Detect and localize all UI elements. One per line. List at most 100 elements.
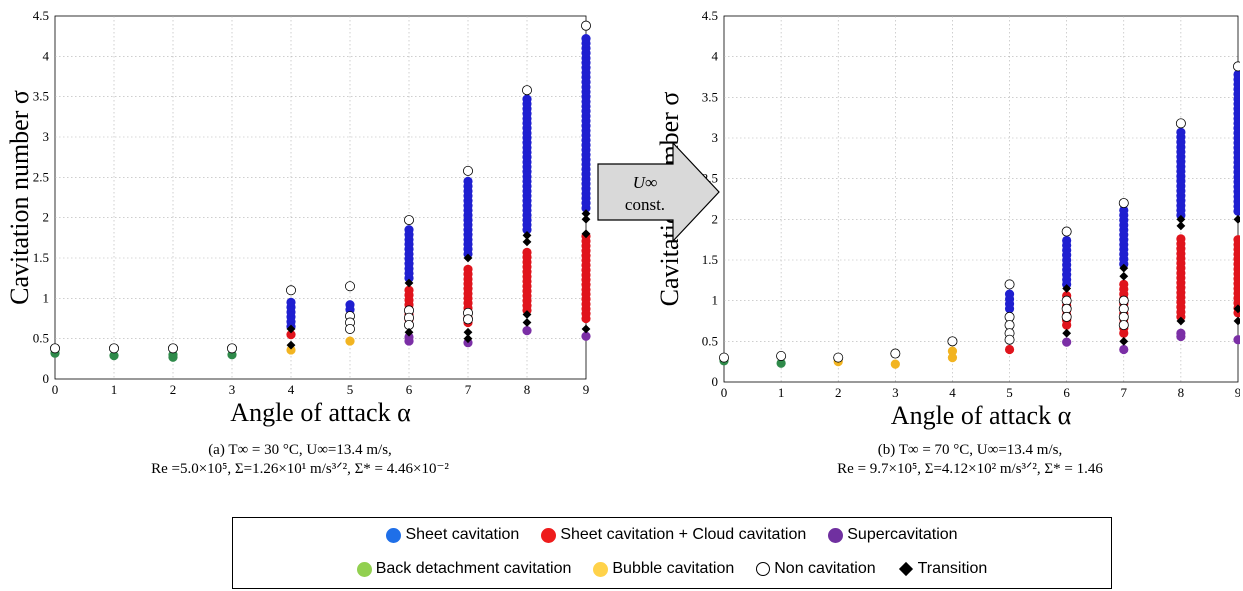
legend-super-label: Supercavitation bbox=[847, 526, 958, 543]
x-tick-label: 6 bbox=[1063, 385, 1070, 400]
caption-b: (b) T∞ = 70 °C, U∞=13.4 m/s, Re = 9.7×10… bbox=[730, 441, 1210, 479]
plot-area bbox=[54, 15, 587, 380]
legend-transition-icon bbox=[898, 561, 913, 577]
sheet-cloud-point bbox=[404, 285, 414, 295]
sheet-cloud-point bbox=[1004, 344, 1015, 355]
sheet-cloud-point bbox=[463, 264, 473, 274]
bubble-point bbox=[947, 353, 958, 363]
legend-back-icon bbox=[356, 561, 372, 577]
transition-point bbox=[286, 340, 296, 350]
non-cavitation-point bbox=[462, 314, 473, 325]
supercavitation-point bbox=[404, 336, 414, 346]
x-axis-label: Angle of attack α bbox=[230, 398, 411, 427]
legend-item-super: Supercavitation bbox=[828, 526, 958, 544]
legend-item-back: Back detachment cavitation bbox=[356, 560, 572, 578]
y-tick-label: 1.5 bbox=[702, 252, 718, 267]
transition-point bbox=[1119, 263, 1129, 273]
supercavitation-point bbox=[1062, 337, 1072, 347]
non-cavitation-point bbox=[1175, 118, 1186, 129]
x-tick-label: 9 bbox=[583, 382, 590, 397]
legend-item-sheet: Sheet cavitation bbox=[386, 526, 519, 544]
y-tick-label: 0 bbox=[43, 371, 50, 386]
transition-point bbox=[1233, 214, 1240, 224]
y-tick-label: 2 bbox=[43, 210, 50, 225]
sheet-cloud-point bbox=[286, 330, 296, 340]
transition-point bbox=[581, 229, 591, 239]
transition-point bbox=[1233, 316, 1240, 326]
bubble-point bbox=[345, 336, 355, 346]
transition-point bbox=[522, 231, 532, 240]
non-cavitation-point bbox=[1118, 198, 1129, 209]
sheet-point bbox=[463, 176, 473, 186]
non-cavitation-point bbox=[719, 352, 730, 363]
x-tick-label: 7 bbox=[465, 382, 472, 397]
transition-point bbox=[581, 324, 591, 334]
y-tick-label: 0.5 bbox=[33, 331, 49, 346]
non-cavitation-point bbox=[776, 350, 787, 361]
x-tick-label: 7 bbox=[1121, 385, 1128, 400]
sheet-point bbox=[1062, 235, 1072, 246]
chart-a: 0 1 2 3 4 5 6 7 8 9 0 0.5 1 1.5 2 2.5 3 3.5 4 4.5 Angle of a… bbox=[5, 8, 592, 427]
x-tick-label: 6 bbox=[406, 382, 413, 397]
y-tick-label: 2 bbox=[712, 211, 719, 226]
x-axis-label: Angle of attack α bbox=[891, 401, 1072, 430]
x-tick-label: 8 bbox=[524, 382, 531, 397]
supercavitation-point bbox=[581, 331, 591, 341]
legend-row-2: Back detachment cavitation Bubble cavita… bbox=[233, 560, 1111, 578]
transition-point bbox=[1176, 214, 1186, 224]
transition-point bbox=[463, 334, 473, 344]
y-tick-label: 1 bbox=[712, 293, 719, 308]
legend: Sheet cavitation Sheet cavitation + Clou… bbox=[232, 517, 1112, 589]
sheet-point bbox=[404, 225, 414, 235]
transition-point bbox=[581, 209, 591, 219]
sheet-point bbox=[286, 297, 296, 307]
sheet-point bbox=[522, 94, 532, 104]
legend-non-icon bbox=[756, 562, 771, 576]
transition-point bbox=[404, 278, 414, 288]
sheet-point bbox=[1004, 289, 1015, 299]
legend-row-1: Sheet cavitation Sheet cavitation + Clou… bbox=[233, 526, 1111, 544]
transition-point bbox=[463, 327, 473, 337]
supercavitation-point bbox=[1176, 331, 1186, 342]
sheet-cloud-point bbox=[1176, 234, 1186, 244]
non-cavitation-point bbox=[1118, 320, 1129, 331]
non-cavitation-point bbox=[50, 343, 61, 354]
x-tick-label: 1 bbox=[778, 385, 785, 400]
sheet-point bbox=[1176, 127, 1186, 137]
back-detachment-point bbox=[109, 351, 119, 361]
y-tick-label: 3 bbox=[43, 129, 50, 144]
non-cavitation-point bbox=[167, 343, 178, 354]
bubble-point bbox=[890, 359, 900, 369]
caption-a-line2: Re =5.0×10⁵, Σ=1.26×10¹ m/s³ᐟ², Σ* = 4.4… bbox=[151, 461, 449, 477]
legend-item-bubble: Bubble cavitation bbox=[593, 560, 734, 578]
x-tick-label: 5 bbox=[1006, 385, 1013, 400]
sheet-cloud-point bbox=[1233, 235, 1240, 245]
back-detachment-point bbox=[168, 352, 178, 362]
x-tick-label: 4 bbox=[949, 385, 956, 400]
non-cavitation-point bbox=[109, 343, 120, 354]
legend-non-label: Non cavitation bbox=[774, 560, 876, 577]
legend-bubble-label: Bubble cavitation bbox=[612, 560, 735, 577]
sheet-point bbox=[1119, 205, 1129, 215]
legend-item-sheet-cloud: Sheet cavitation + Cloud cavitation bbox=[541, 526, 806, 544]
legend-back-label: Back detachment cavitation bbox=[375, 560, 572, 577]
y-tick-label: 4 bbox=[712, 49, 719, 64]
bubble-point bbox=[947, 346, 958, 356]
sheet-point bbox=[345, 300, 355, 310]
non-cavitation-point bbox=[581, 20, 592, 31]
non-cavitation-point bbox=[1004, 334, 1015, 345]
non-cavitation-point bbox=[226, 343, 237, 354]
legend-bubble-icon bbox=[593, 561, 609, 577]
supercavitation-point bbox=[1119, 344, 1129, 355]
arrow-label-line2: const. bbox=[625, 195, 665, 214]
y-tick-label: 1 bbox=[43, 290, 50, 305]
transition-point bbox=[1233, 304, 1240, 314]
non-cavitation-point bbox=[1233, 61, 1240, 72]
non-cavitation-point bbox=[344, 323, 355, 334]
transition-point bbox=[286, 324, 296, 334]
non-cavitation-point bbox=[462, 165, 473, 176]
legend-sheet-cloud-label: Sheet cavitation + Cloud cavitation bbox=[560, 526, 807, 543]
supercavitation-point bbox=[1233, 335, 1240, 345]
y-tick-label: 4.5 bbox=[33, 8, 49, 23]
